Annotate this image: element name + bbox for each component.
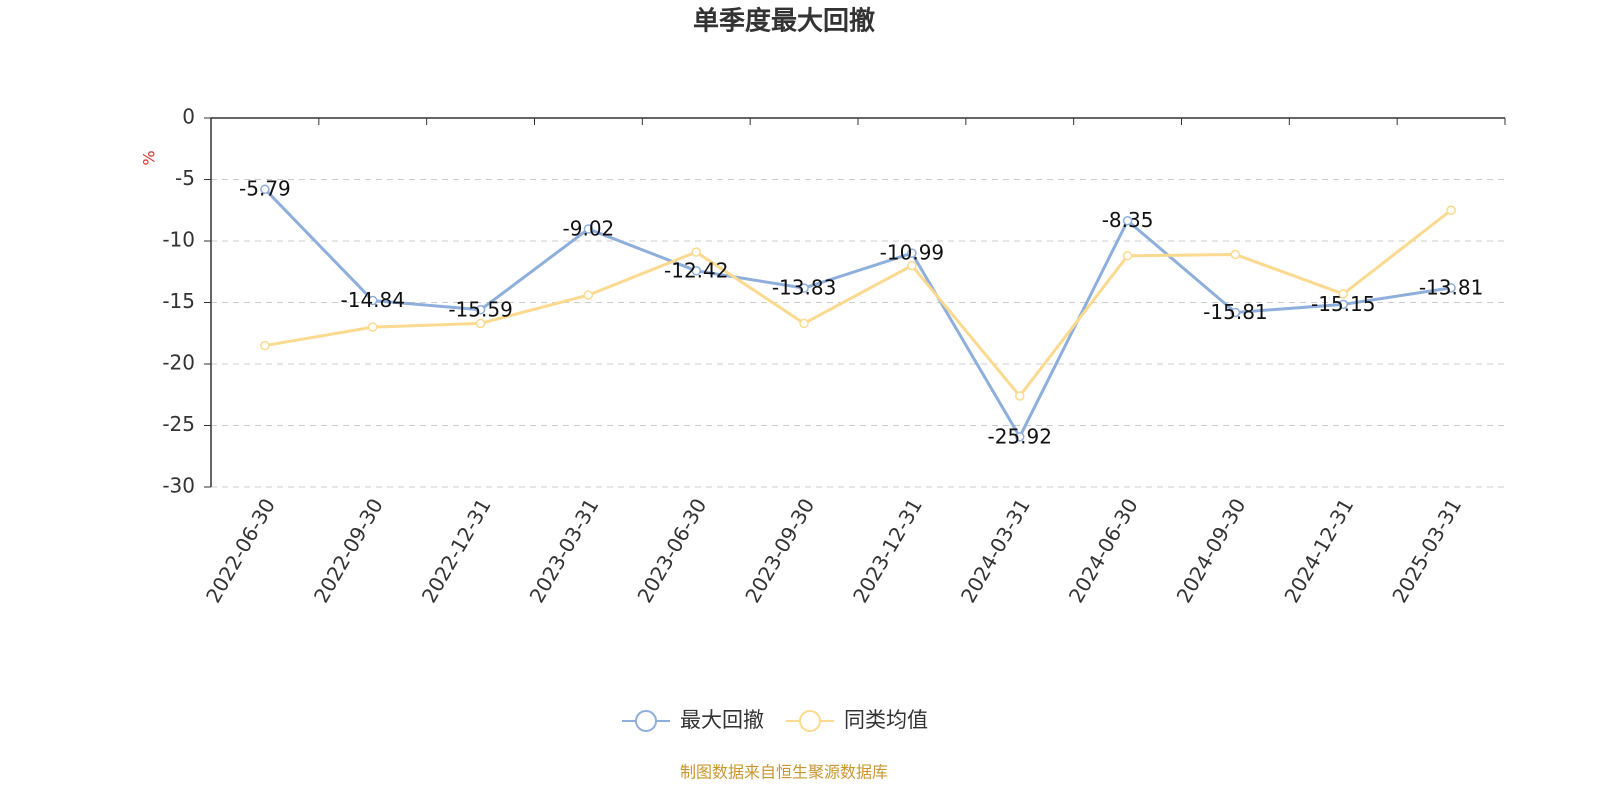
y-tick-label: -20 [162,351,195,375]
data-point [1230,249,1241,260]
x-tick-label: 2022-12-31 [417,494,496,607]
data-label: -15.81 [1203,300,1267,324]
source-note: 制图数据来自恒生聚源数据库 [680,763,888,782]
y-tick-label: -10 [162,228,195,252]
data-point [1446,283,1456,293]
x-tick-label: 2024-03-31 [956,494,1035,607]
data-label: -9.02 [563,216,615,240]
data-point [1015,391,1025,401]
data-point [907,248,917,258]
data-point [260,184,270,194]
y-tick-label: 0 [182,105,195,129]
data-point [1230,307,1241,318]
y-tick-label: -25 [162,412,195,436]
data-point [1122,251,1133,261]
data-point [907,260,917,271]
legend-label: 最大回撤 [680,708,764,732]
x-tick-label: 2023-09-30 [740,494,819,607]
data-point [368,322,378,332]
x-tick-label: 2024-12-31 [1279,494,1358,607]
data-label: -14.84 [341,288,405,312]
data-point [1338,289,1348,299]
x-tick-label: 2024-09-30 [1172,494,1251,607]
data-label: -12.42 [664,258,728,282]
data-label: -25.92 [988,424,1052,448]
data-point [583,224,594,234]
y-tick-label: -5 [175,166,195,190]
data-label: -8.35 [1102,208,1154,232]
data-point [799,283,809,293]
data-label: -15.59 [448,297,512,321]
series-line [263,188,1452,440]
data-label: -13.81 [1419,275,1483,299]
x-tick-label: 2025-03-31 [1387,494,1466,607]
data-point [368,295,378,306]
x-tick-label: 2022-06-30 [201,494,280,607]
data-point [799,318,809,329]
x-tick-label: 2023-06-30 [632,494,711,607]
chart-title: 单季度最大回撤 [693,6,875,37]
data-point [1338,299,1348,310]
x-tick-label: 2022-09-30 [309,494,388,607]
legend-label: 同类均值 [844,708,928,732]
data-point [1446,205,1456,215]
x-tick-label: 2024-06-30 [1064,494,1143,607]
x-tick-label: 2023-03-31 [525,494,604,607]
series-line [264,209,1452,399]
data-label: -10.99 [880,241,944,265]
data-label: -5.79 [239,177,291,201]
data-point [1122,215,1133,226]
data-point [691,266,701,276]
data-point [475,305,486,315]
legend-marker [799,710,821,732]
data-point [583,290,594,300]
y-axis-label: % [140,150,159,165]
legend-marker [635,710,657,732]
data-point [1015,432,1025,442]
x-tick-label: 2023-12-31 [848,494,927,607]
data-point [475,318,486,329]
y-tick-label: -30 [162,474,195,498]
data-label: -13.83 [772,276,836,300]
data-point [260,340,270,351]
data-point [691,247,701,257]
y-tick-label: -15 [162,289,195,313]
